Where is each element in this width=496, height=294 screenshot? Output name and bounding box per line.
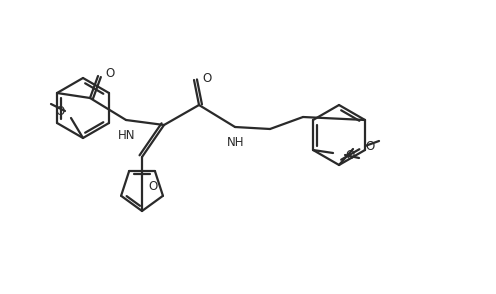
Text: O: O xyxy=(56,104,65,118)
Text: O: O xyxy=(105,66,114,79)
Text: NH: NH xyxy=(227,136,245,149)
Text: O: O xyxy=(365,139,374,153)
Text: O: O xyxy=(345,148,354,161)
Text: O: O xyxy=(148,180,158,193)
Text: O: O xyxy=(202,71,211,84)
Text: HN: HN xyxy=(118,129,136,142)
